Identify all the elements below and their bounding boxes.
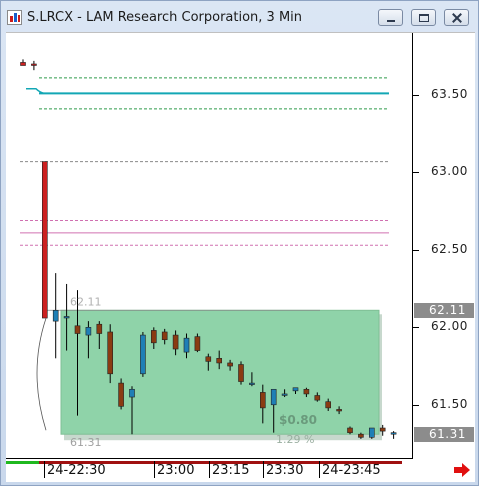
range-high-label: 62.11 <box>70 295 102 308</box>
time-tick <box>263 461 264 478</box>
price-marker-last: 61.31 <box>414 427 474 443</box>
price-marker-high: 62.11 <box>414 303 474 319</box>
time-tick <box>209 461 210 478</box>
price-tick-label: 62.00 <box>431 319 468 334</box>
candle-body <box>74 325 81 334</box>
candle-body <box>85 327 92 336</box>
time-tick-label: 24-23:45 <box>322 463 381 478</box>
candle-body <box>281 393 288 396</box>
candle-body <box>292 387 299 392</box>
time-axis[interactable]: 24-22:30 23:00 23:15 23:30 24-23:45 <box>6 461 413 481</box>
close-button[interactable] <box>444 9 469 26</box>
candle-body <box>314 395 321 401</box>
window-title: S.LRCX - LAM Research Corporation, 3 Min <box>27 10 303 25</box>
candle-body <box>358 433 364 438</box>
price-tick <box>413 249 419 251</box>
restore-button[interactable] <box>411 9 436 26</box>
restore-icon <box>419 14 429 22</box>
plot-area[interactable]: 62.11 61.31 $0.80 1.29 % <box>6 33 413 459</box>
scroll-right-arrow-icon[interactable] <box>454 463 470 477</box>
candle-body <box>336 409 342 412</box>
candle-body <box>161 331 168 341</box>
price-tick-label: 61.50 <box>431 396 468 411</box>
change-percent-label: 1.29 % <box>276 433 314 446</box>
minimize-icon <box>387 20 395 22</box>
scroll-indicator-bar <box>39 461 402 464</box>
candle-body <box>107 331 113 375</box>
price-tick <box>413 94 419 96</box>
price-tick <box>413 404 419 406</box>
price-tick-label: 62.50 <box>431 241 468 256</box>
price-chart-svg: 62.11 61.31 $0.80 1.29 % <box>20 59 397 449</box>
price-tick <box>413 172 419 174</box>
candle-body <box>325 401 332 409</box>
range-low-label: 61.31 <box>70 436 102 449</box>
candle-body <box>41 161 48 319</box>
range-box <box>60 309 380 435</box>
candle-body <box>260 392 266 409</box>
candle-body <box>183 337 190 353</box>
candle-body <box>249 382 255 385</box>
candle-body <box>31 63 37 66</box>
title-bar[interactable]: S.LRCX - LAM Research Corporation, 3 Min <box>1 1 478 33</box>
candle-body <box>303 388 310 395</box>
price-tick-label: 63.00 <box>431 164 468 179</box>
candle-body <box>151 330 157 344</box>
teal-line-start <box>26 88 45 95</box>
candle-body <box>20 62 26 66</box>
time-tick <box>154 461 155 478</box>
candle-body <box>96 323 103 334</box>
candle-body <box>390 432 397 435</box>
candle-body <box>140 334 146 375</box>
candle-body <box>270 388 277 406</box>
candle-body <box>194 336 201 351</box>
candle-body <box>52 309 59 322</box>
candle-body <box>205 356 212 362</box>
time-tick <box>319 461 320 478</box>
price-axis[interactable]: 63.50 63.00 62.50 62.00 61.50 62.11 61.31 <box>413 33 475 459</box>
candle-body <box>216 358 222 364</box>
time-tick <box>44 461 45 478</box>
candle-body <box>118 382 124 407</box>
change-amount-label: $0.80 <box>279 413 317 427</box>
scroll-indicator-start <box>6 461 39 464</box>
time-tick-label: 23:00 <box>157 463 195 478</box>
price-tick-label: 63.50 <box>431 86 468 101</box>
candle-body <box>379 427 386 432</box>
minimize-button[interactable] <box>378 9 403 26</box>
time-tick-label: 23:15 <box>212 463 250 478</box>
range-connector <box>36 318 47 431</box>
time-tick-label: 23:30 <box>266 463 304 478</box>
time-tick-label: 24-22:30 <box>47 463 106 478</box>
chart-app-icon <box>7 10 22 25</box>
candle-body <box>172 334 179 350</box>
candle-body <box>129 388 135 398</box>
candle-body <box>227 362 233 367</box>
chart-area[interactable]: 62.11 61.31 $0.80 1.29 % 63.50 63.00 62.50 62.… <box>6 32 475 482</box>
candle-body <box>63 316 70 319</box>
candle-body <box>347 427 353 433</box>
price-tick <box>413 327 419 329</box>
candle-body <box>368 427 375 438</box>
candle-body <box>238 364 244 382</box>
